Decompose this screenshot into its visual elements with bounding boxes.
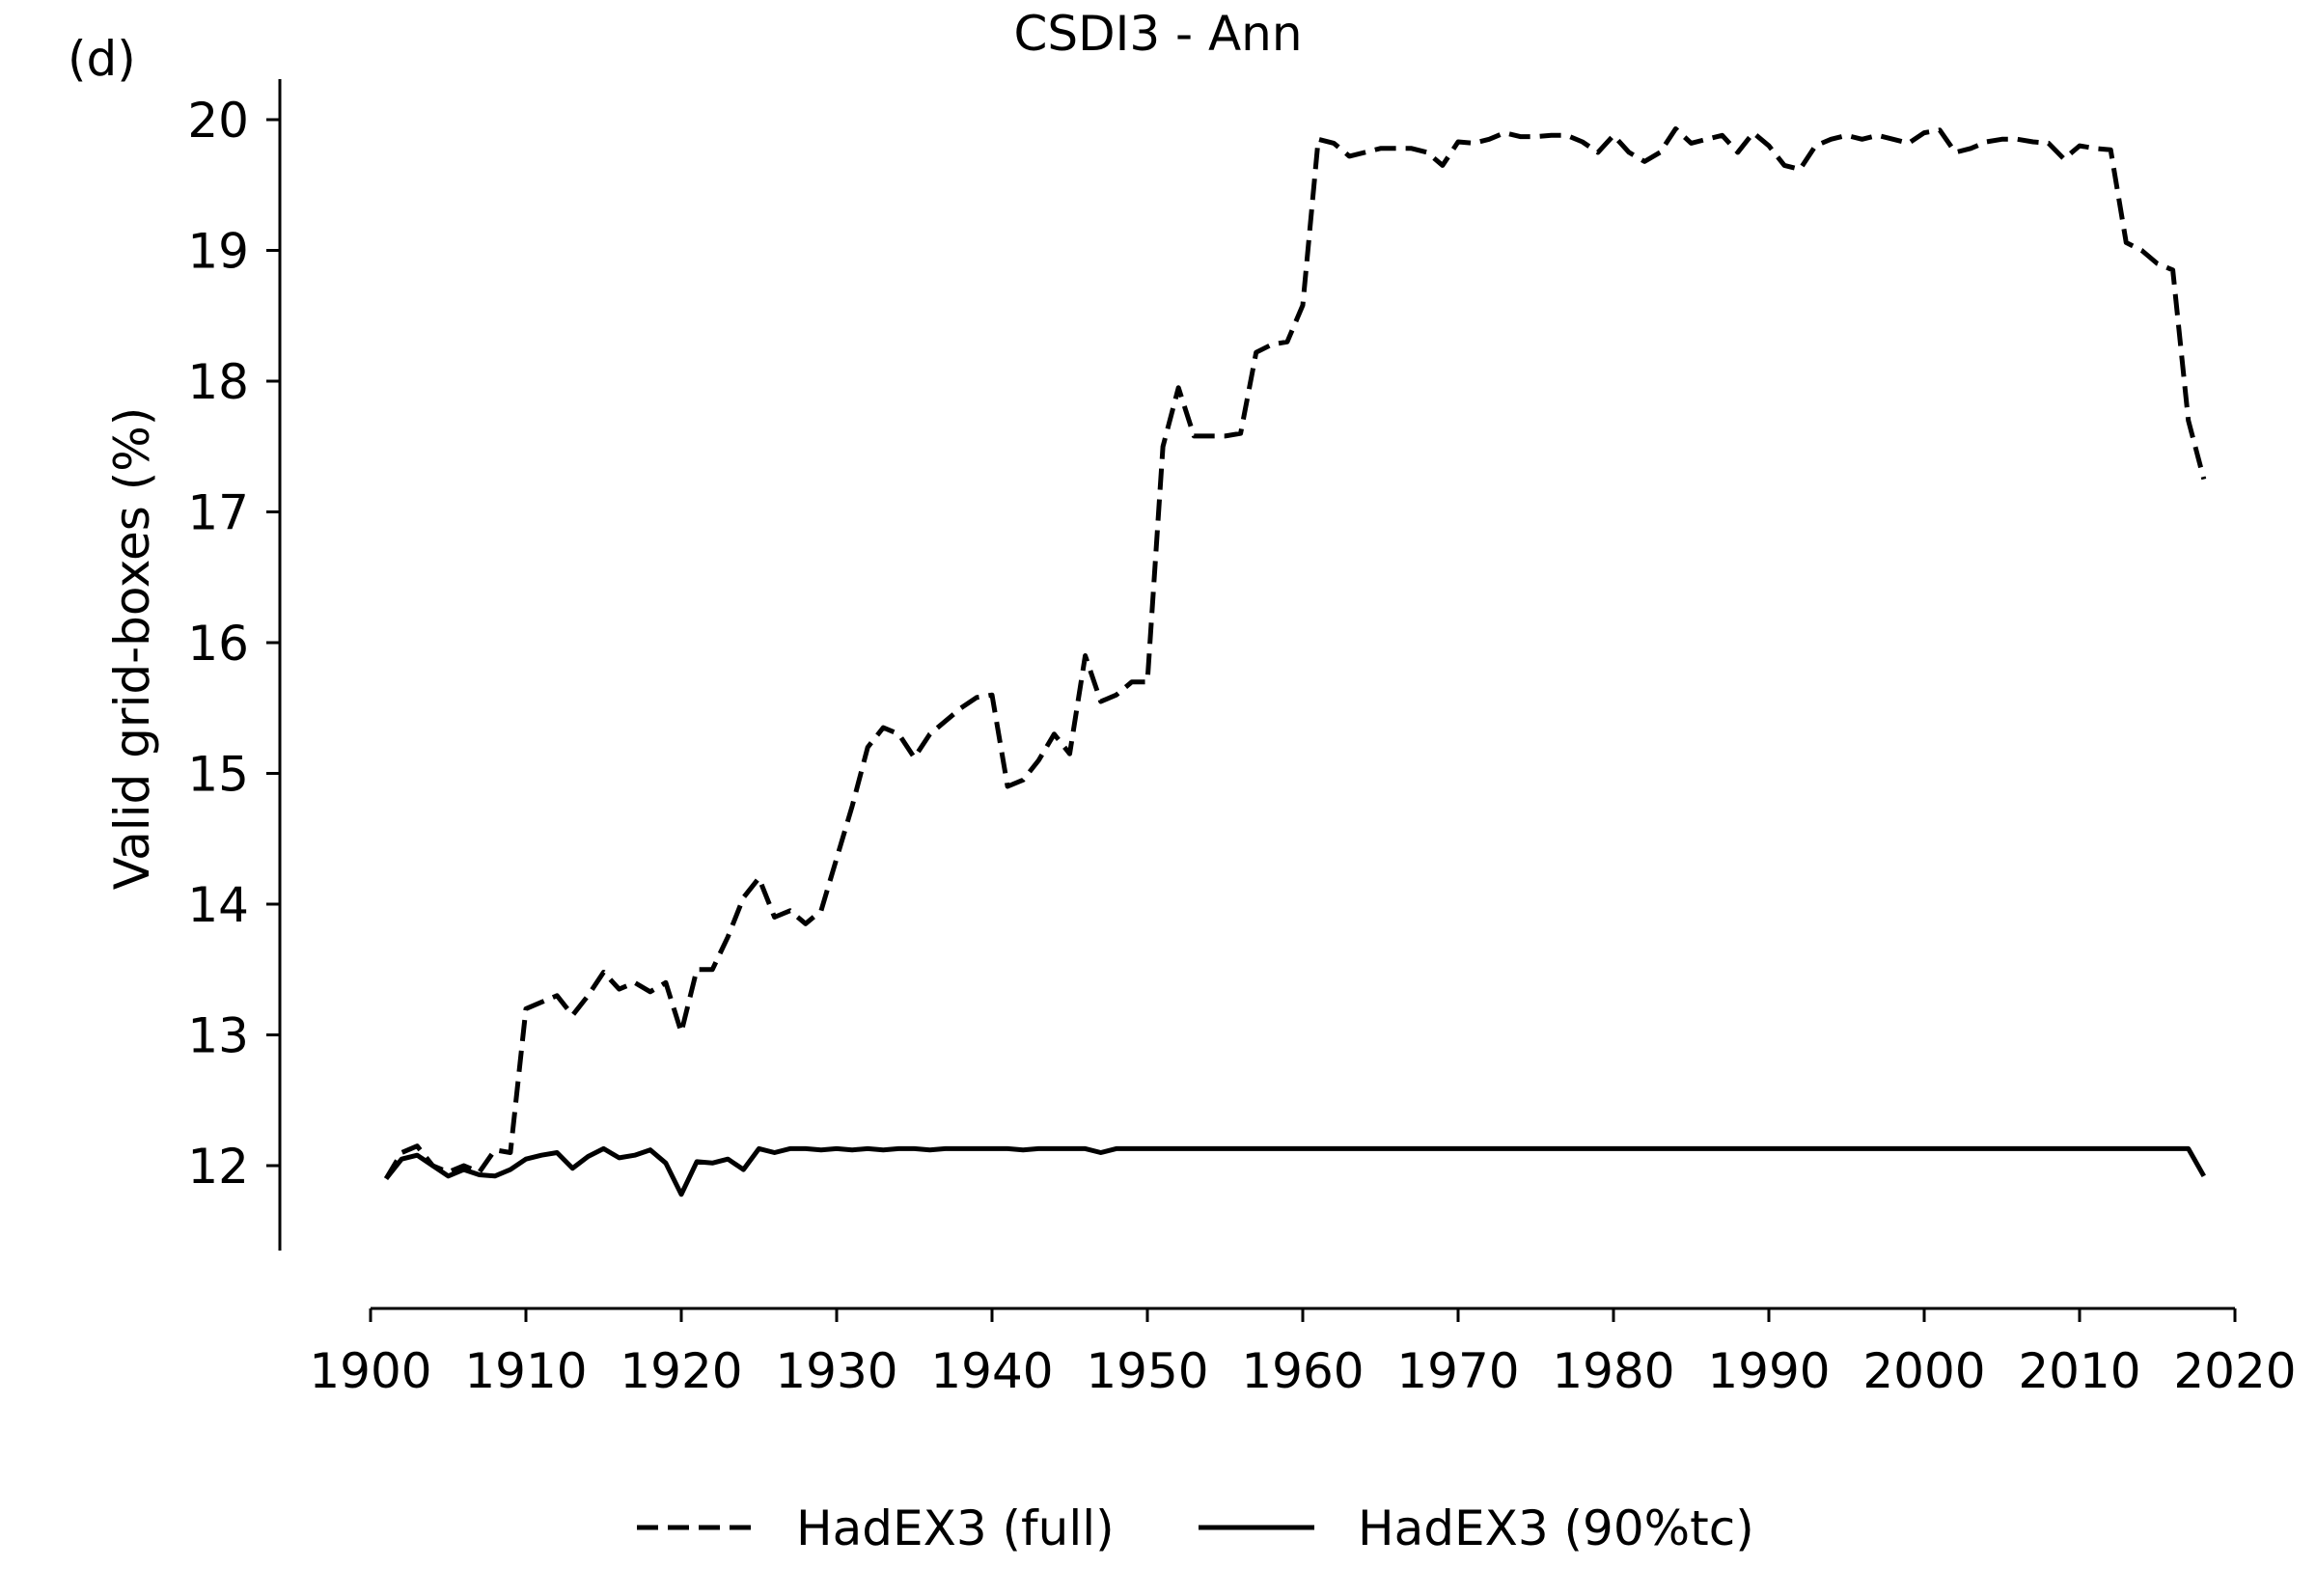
- chart-title: CSDI3 - Ann: [1013, 6, 1302, 62]
- x-tick-label: 1900: [309, 1343, 431, 1399]
- series-line-1: [383, 126, 2207, 1180]
- x-tick-label: 1970: [1396, 1343, 1519, 1399]
- y-tick-label: 17: [187, 485, 249, 541]
- y-tick-label: 14: [187, 877, 249, 933]
- y-tick-label: 12: [187, 1139, 249, 1195]
- y-tick-label: 15: [187, 747, 249, 803]
- y-tick-label: 19: [187, 224, 249, 280]
- x-tick-label: 1940: [930, 1343, 1053, 1399]
- y-axis-label: Valid grid-boxes (%): [104, 407, 160, 890]
- x-tick-label: 2020: [2173, 1343, 2296, 1399]
- x-tick-label: 1980: [1552, 1343, 1674, 1399]
- x-tick-label: 1960: [1241, 1343, 1364, 1399]
- x-tick-label: 2000: [1862, 1343, 1985, 1399]
- legend-label-1: HadEX3 (full): [796, 1500, 1115, 1556]
- y-tick-label: 20: [187, 93, 249, 149]
- x-tick-label: 1930: [775, 1343, 897, 1399]
- series-line-2: [384, 1145, 2206, 1197]
- y-tick-label: 16: [187, 616, 249, 672]
- y-tick-label: 18: [187, 354, 249, 410]
- legend-label-2: HadEX3 (90%tc): [1358, 1500, 1754, 1556]
- x-tick-label: 1910: [464, 1343, 587, 1399]
- y-axis-ticks: 12 13 14 15 16 17 18 19 20: [187, 93, 280, 1195]
- x-tick-label: 1990: [1707, 1343, 1830, 1399]
- y-tick-label: 13: [187, 1008, 249, 1064]
- x-axis-ticks: 1900 1910 1920 1930 1940 1950 1960 1970 1980 1990…: [309, 1308, 2297, 1399]
- x-tick-label: 1950: [1086, 1343, 1208, 1399]
- panel-label: (d): [68, 31, 136, 87]
- series-lines: [383, 126, 2207, 1197]
- legend: HadEX3 (full) HadEX3 (90%tc): [637, 1500, 1754, 1556]
- x-tick-label: 1920: [620, 1343, 742, 1399]
- x-tick-label: 2010: [2018, 1343, 2140, 1399]
